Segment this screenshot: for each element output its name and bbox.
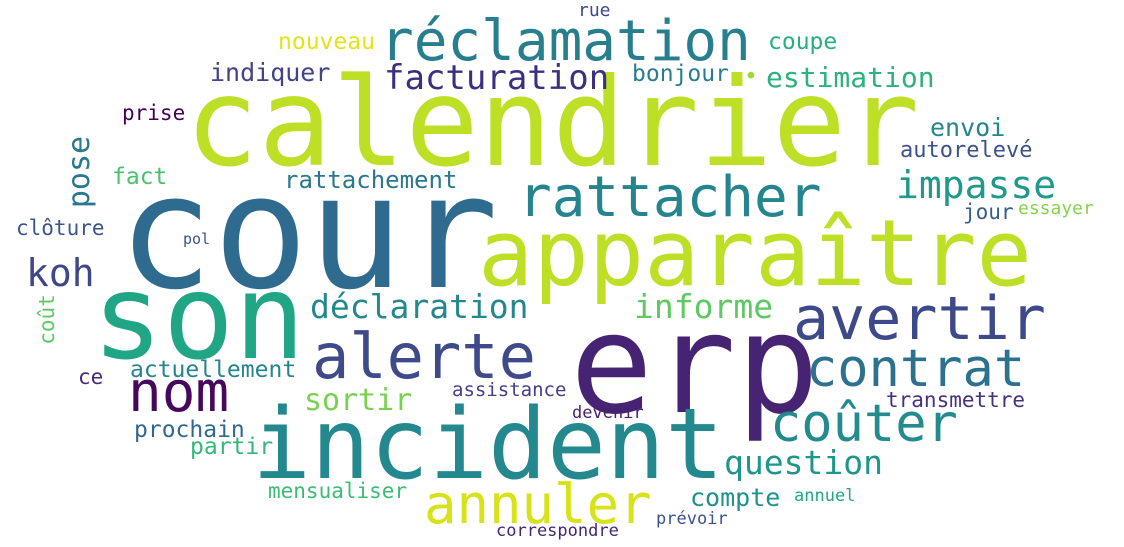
word-erp: erp [570, 284, 820, 445]
word-bonjour: bonjour [632, 61, 729, 87]
word-actuellement: actuellement [130, 357, 297, 383]
word-envoi: envoi [930, 113, 1006, 142]
word-pose: pose [62, 135, 98, 209]
word-incident: incident [252, 388, 725, 502]
word-rue: rue [578, 0, 611, 21]
word-annuel: annuel [794, 486, 856, 506]
word-impasse: impasse [896, 163, 1057, 207]
word-autoreleve: autorelevé [900, 138, 1033, 163]
word-annuler: annuler [424, 473, 652, 536]
word-informe: informe [634, 287, 774, 326]
word-alerte: alerte [312, 320, 536, 393]
word-nom: nom [128, 360, 230, 425]
word-rattachement: rattachement [284, 166, 458, 194]
word-fact: fact [112, 164, 168, 190]
word-estimation: estimation [766, 61, 935, 94]
word-partir: partir [190, 434, 274, 460]
word-pol: pol [183, 230, 211, 248]
word-couter: coûter [770, 394, 958, 454]
word-indiquer: indiquer [210, 58, 331, 87]
word-apparaitre: apparaître [478, 200, 1032, 307]
word-jour: jour [963, 200, 1014, 224]
word-dot: • [744, 64, 758, 90]
word-nouveau: nouveau [278, 29, 375, 55]
word-compte: compte [690, 483, 781, 512]
word-rattacher: rattacher [518, 165, 822, 230]
word-avertir: avertir [793, 284, 1046, 354]
word-ce: ce [78, 365, 104, 389]
word-contrat: contrat [806, 339, 1026, 399]
word-transmettre: transmettre [886, 388, 1026, 412]
word-mensualiser: mensualiser [268, 479, 408, 503]
word-koh: koh [26, 251, 95, 295]
word-calendrier: calendrier [185, 52, 920, 194]
word-reclamation: réclamation [380, 9, 751, 74]
word-son: son [92, 248, 306, 386]
word-coupe: coupe [768, 29, 838, 55]
word-prochain: prochain [134, 417, 245, 443]
word-prevoir: prévoir [656, 509, 728, 529]
word-cloture: clôture [16, 216, 105, 240]
word-facturation: facturation [384, 58, 610, 98]
word-correspondre: correspondre [496, 521, 619, 541]
word-devenir: devenir [572, 403, 644, 423]
word-cout: coût [34, 294, 59, 345]
word-cour: cour [118, 141, 499, 325]
word-question: question [724, 443, 883, 482]
word-assistance: assistance [452, 379, 567, 401]
word-declaration: déclaration [310, 287, 529, 326]
word-sortir: sortir [304, 383, 413, 418]
word-prise: prise [122, 101, 186, 125]
word-essayer: essayer [1018, 198, 1094, 219]
